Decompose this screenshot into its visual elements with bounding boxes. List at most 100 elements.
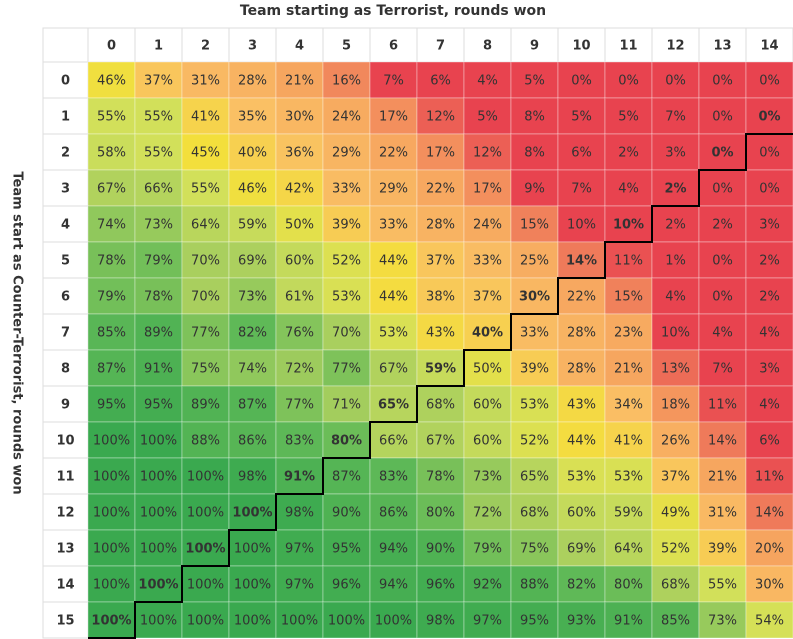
cell-label: 4%: [712, 326, 733, 341]
cell: [745, 169, 793, 207]
cell-label: 100%: [232, 506, 272, 521]
cell-label: 22%: [426, 182, 455, 197]
cell-label: 39%: [708, 542, 737, 557]
cell: [557, 421, 606, 459]
cell-label: 98%: [238, 470, 267, 485]
cell: [698, 97, 747, 135]
cell: [134, 61, 183, 99]
cell-label: 100%: [93, 434, 130, 449]
header-cell: [557, 27, 606, 63]
cell-label: 2%: [665, 218, 686, 233]
cell-label: 86%: [379, 506, 408, 521]
y-tick-label: 4: [61, 218, 70, 233]
cell-label: 90%: [426, 542, 455, 557]
cell: [698, 493, 747, 531]
y-tick-label: 8: [61, 362, 70, 377]
cell-label: 60%: [473, 398, 502, 413]
cell-label: 66%: [379, 434, 408, 449]
cell: [510, 313, 559, 351]
cell: [604, 241, 653, 279]
cell: [275, 133, 324, 171]
cell-label: 28%: [567, 362, 596, 377]
cell-label: 7%: [383, 74, 404, 89]
cell-label: 31%: [708, 506, 737, 521]
x-tick-label: 6: [389, 39, 398, 54]
cell-label: 73%: [708, 614, 737, 629]
row-header-cell: [42, 313, 89, 351]
cell-label: 77%: [285, 398, 314, 413]
cell-label: 100%: [91, 614, 131, 629]
cell-label: 77%: [332, 362, 361, 377]
cell-label: 13%: [661, 362, 690, 377]
row-header-cell: [42, 205, 89, 243]
cell: [275, 601, 324, 639]
cell: [134, 133, 183, 171]
cell-label: 14%: [566, 254, 597, 269]
cell-label: 28%: [426, 218, 455, 233]
cell: [369, 97, 418, 135]
cell: [604, 349, 653, 387]
cell-label: 68%: [426, 398, 455, 413]
cell-label: 38%: [426, 290, 455, 305]
y-tick-label: 1: [61, 110, 70, 125]
cell: [275, 205, 324, 243]
cell: [416, 493, 465, 531]
cell-label: 55%: [191, 182, 220, 197]
cell-label: 0%: [712, 254, 733, 269]
cell-label: 42%: [285, 182, 314, 197]
cell: [322, 133, 371, 171]
cell-label: 39%: [332, 218, 361, 233]
y-tick-label: 5: [61, 254, 70, 269]
cell-label: 52%: [520, 434, 549, 449]
cell: [745, 277, 793, 315]
x-tick-label: 4: [295, 39, 304, 54]
cell-label: 86%: [238, 434, 267, 449]
cell-label: 46%: [238, 182, 267, 197]
y-tick-label: 7: [61, 326, 70, 341]
cell-label: 26%: [661, 434, 690, 449]
chart-title: Team starting as Terrorist, rounds won: [240, 3, 546, 19]
y-tick-label: 14: [56, 578, 74, 593]
cell-label: 30%: [285, 110, 314, 125]
cell-label: 70%: [332, 326, 361, 341]
cell-label: 95%: [97, 398, 126, 413]
row-header-cell: [42, 385, 89, 423]
cell: [604, 313, 653, 351]
y-axis-label: Team start as Counter-Terrorist, rounds …: [10, 171, 25, 494]
cell-label: 59%: [614, 506, 643, 521]
cell-label: 76%: [285, 326, 314, 341]
cell-label: 83%: [379, 470, 408, 485]
cell: [698, 385, 747, 423]
cell: [322, 313, 371, 351]
cell: [510, 565, 559, 603]
cell: [134, 529, 183, 567]
cell-label: 89%: [144, 326, 173, 341]
cell-label: 4%: [759, 326, 780, 341]
cell-label: 37%: [661, 470, 690, 485]
cell-label: 55%: [144, 146, 173, 161]
cell-label: 100%: [140, 506, 177, 521]
cell-label: 77%: [191, 326, 220, 341]
cell-label: 93%: [567, 614, 596, 629]
cell-label: 95%: [520, 614, 549, 629]
cell-label: 78%: [144, 290, 173, 305]
cell-label: 100%: [234, 614, 271, 629]
cell: [604, 97, 653, 135]
cell-label: 91%: [614, 614, 643, 629]
header-cell: [275, 27, 324, 63]
cell-label: 65%: [520, 470, 549, 485]
cell-label: 0%: [618, 74, 639, 89]
y-tick-label: 15: [56, 614, 74, 629]
cell: [87, 349, 136, 387]
cell: [134, 385, 183, 423]
cell: [604, 385, 653, 423]
cell: [745, 421, 793, 459]
cell-label: 85%: [661, 614, 690, 629]
cell: [87, 313, 136, 351]
cell: [322, 349, 371, 387]
cell: [745, 493, 793, 531]
cell: [463, 61, 512, 99]
cell-label: 2%: [712, 218, 733, 233]
cell-label: 10%: [567, 218, 596, 233]
cell: [228, 97, 277, 135]
